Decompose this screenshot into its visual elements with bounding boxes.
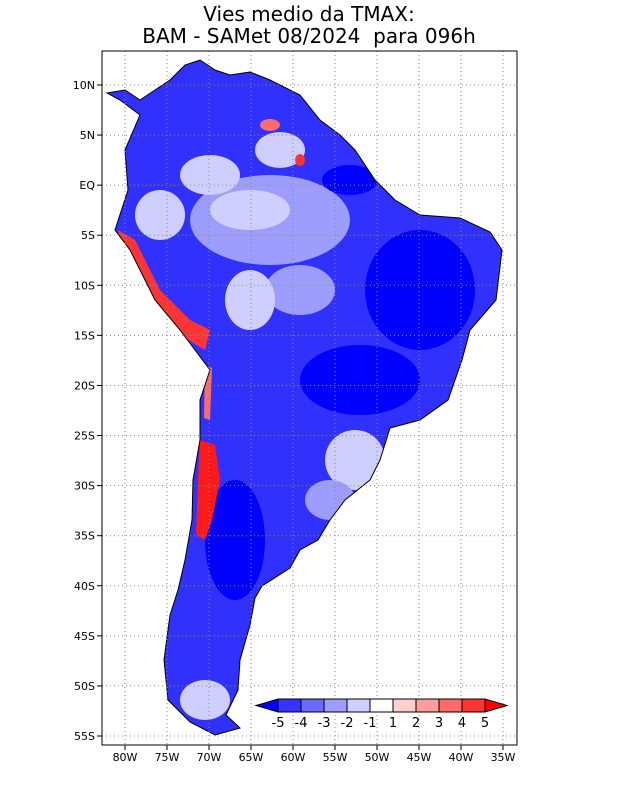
lon-tick-label: 55W [323,751,348,764]
colorbar-label: 3 [435,716,443,731]
lat-tick-label: 10S [74,279,95,292]
bias-patch-south-brazil [325,430,385,490]
lon-tick-label: 65W [239,751,264,764]
bias-patch-peru-andes [118,230,210,350]
lat-tick-label: 30S [74,480,95,493]
map-frame [101,50,518,746]
lon-tick-label: 60W [281,751,306,764]
colorbar-label: 1 [389,716,397,731]
bias-patch-amazon-light [210,190,290,230]
bias-patch-ecuador [135,190,185,240]
colorbar-box [415,698,440,713]
lon-tick-label: 70W [197,751,222,764]
bias-patch-argentina [205,480,265,600]
colorbar-box [392,698,417,713]
colorbar-label: -1 [364,716,377,731]
lat-tick-label: 5N [80,129,95,142]
bias-patch-para [322,165,378,195]
colorbar-label: -2 [341,716,354,731]
lat-tick-label: 35S [74,530,95,543]
latitude-labels: 10N 5N EQ 5S 10S 15S 20S 25S 30S 35S 40S 45S 50S 55S [73,79,102,743]
lat-tick-label: 55S [74,730,95,743]
lon-tick-label: 75W [155,751,180,764]
bias-patch-guyana-highland [295,154,305,166]
colorbar-label: 4 [458,716,466,731]
lat-tick-label: 15S [74,329,95,342]
colorbar-box [369,698,394,713]
bias-patch-colombia [180,155,240,195]
lat-tick-label: 20S [74,379,95,392]
colorbar: -5 -4 -3 -2 -1 1 2 3 4 5 [254,698,509,731]
lon-tick-label: 45W [407,751,432,764]
lon-tick-label: 50W [365,751,390,764]
colorbar-right-arrow [484,698,509,713]
lon-tick-label: 35W [491,751,516,764]
colorbar-label: -4 [295,716,308,731]
map-title-line-2: BAM - SAMet 08/2024 para 096h [142,24,476,48]
longitude-labels: 80W 75W 70W 65W 60W 55W 50W 45W 40W 35W [113,745,516,764]
lon-tick-label: 80W [113,751,138,764]
lat-tick-label: 50S [74,680,95,693]
colorbar-label: -5 [272,716,285,731]
bias-patch-patagonia [180,680,230,720]
colorbar-box [461,698,486,713]
colorbar-box [300,698,325,713]
colorbar-label: 5 [481,716,489,731]
lon-tick-label: 40W [449,751,474,764]
bias-patch-bolivia [225,270,275,330]
lat-tick-label: 45S [74,630,95,643]
lat-tick-label: 5S [81,229,95,242]
colorbar-label: -3 [318,716,331,731]
bias-patch-venezuela [260,119,280,131]
map-title-line-1: Vies medio da TMAX: [203,2,415,26]
colorbar-box [438,698,463,713]
bias-patch-chile-andes [196,440,220,540]
lat-tick-label: EQ [79,179,95,192]
colorbar-label: 2 [412,716,420,731]
bias-patch-southeast [300,345,420,415]
lat-tick-label: 25S [74,430,95,443]
bias-patch-northeast [365,230,475,350]
bias-patch-central [265,265,335,315]
colorbar-box [277,698,302,713]
lat-tick-label: 10N [73,79,95,92]
lat-tick-label: 40S [74,580,95,593]
colorbar-box [323,698,348,713]
colorbar-box [346,698,371,713]
